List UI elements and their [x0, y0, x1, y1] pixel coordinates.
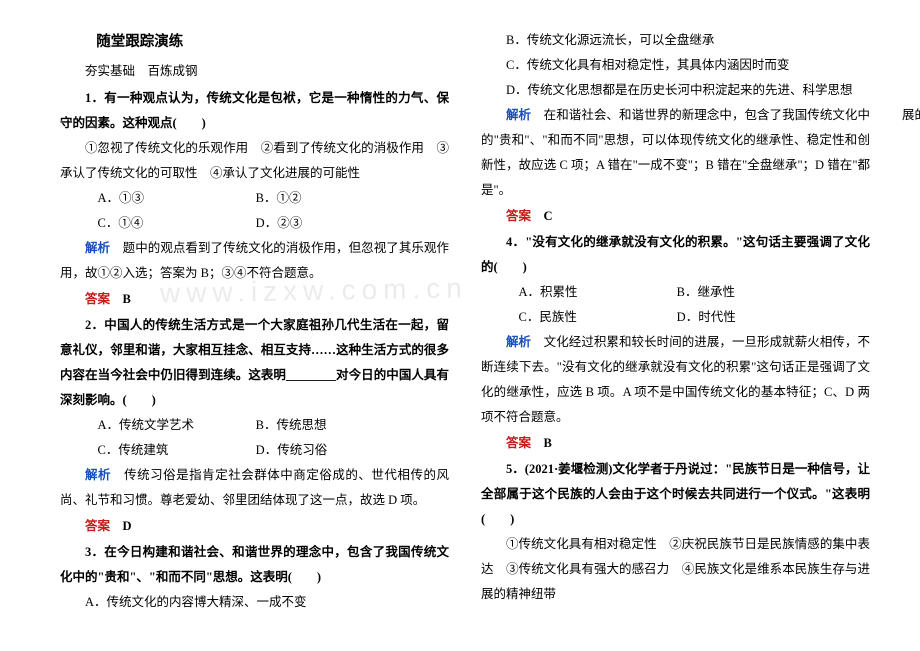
- q2-options-row1: A．传统文学艺术 B．传统思想: [60, 413, 449, 438]
- q2-opt-d: D．传统习俗: [256, 438, 449, 463]
- q5-stem: 5．(2021·姜堰检测)文化学者于丹说过："民族节日是一种信号，让全部属于这个…: [481, 457, 870, 532]
- q3-analysis: 解析 在和谐社会、和谐世界的新理念中，包含了我国传统文化中的"贵和"、"和而不同…: [481, 103, 870, 203]
- q3-opt-c: C．传统文化具有相对稳定性，其具体内涵因时而变: [481, 53, 870, 78]
- q5-analysis: 解析 ③错误，传统文化具有鲜亮的民族性，是维系民族生存和进展的精神纽带，具有猛烈…: [902, 78, 920, 128]
- q4-options-row1: A．积累性 B．继承性: [481, 280, 870, 305]
- document-body: 随堂跟踪演练 夯实基础 百炼成钢 1．有一种观点认为，传统文化是包袱，它是一种惰…: [0, 0, 920, 651]
- q1-opt-a: A．①③: [98, 186, 256, 211]
- q4-options-row2: C．民族性 D．时代性: [481, 305, 870, 330]
- q2-analysis: 解析 传统习俗是指肯定社会群体中商定俗成的、世代相传的风尚、礼节和习惯。尊老爱幼…: [60, 463, 449, 513]
- answer-label: 答案: [506, 209, 531, 223]
- q4-opt-d: D．时代性: [677, 305, 870, 330]
- analysis-label: 解析: [506, 108, 531, 122]
- q1-opt-c: C．①④: [98, 211, 256, 236]
- q4-analysis-text: 文化经过积累和较长时间的进展，一旦形成就薪火相传，不断连续下去。"没有文化的继承…: [481, 335, 870, 424]
- q2-analysis-text: 传统习俗是指肯定社会群体中商定俗成的、世代相传的风尚、礼节和习惯。尊老爱幼、邻里…: [60, 468, 449, 507]
- q2-opt-a: A．传统文学艺术: [98, 413, 256, 438]
- answer-label: 答案: [506, 436, 531, 450]
- q3-stem: 3．在今日构建和谐社会、和谐世界的理念中，包含了我国传统文化中的"贵和"、"和而…: [60, 540, 449, 590]
- q4-opt-b: B．继承性: [677, 280, 870, 305]
- q1-opt-b: B．①②: [256, 186, 449, 211]
- analysis-label: 解析: [506, 335, 531, 349]
- q4-answer-text: B: [544, 436, 552, 450]
- q3-opt-b: B．传统文化源远流长，可以全盘继承: [481, 28, 870, 53]
- q4-opt-a: A．积累性: [519, 280, 677, 305]
- q2-opt-c: C．传统建筑: [98, 438, 256, 463]
- page-title: 随堂跟踪演练: [60, 28, 449, 57]
- q3-analysis-text: 在和谐社会、和谐世界的新理念中，包含了我国传统文化中的"贵和"、"和而不同"思想…: [481, 108, 870, 197]
- q5-choices: ①传统文化具有相对稳定性 ②庆祝民族节日是民族情感的集中表达 ③传统文化具有强大…: [481, 532, 870, 607]
- q3-answer: 答案 C: [481, 204, 870, 229]
- q1-answer: 答案 B: [60, 287, 449, 312]
- q1-opt-d: D．②③: [256, 211, 449, 236]
- q4-opt-c: C．民族性: [519, 305, 677, 330]
- q5-options-row2: C．①③④ D．②③④: [902, 53, 920, 78]
- q1-answer-text: B: [123, 292, 131, 306]
- q1-options-row1: A．①③ B．①②: [60, 186, 449, 211]
- q5-answer: 答案 B: [902, 129, 920, 154]
- q4-analysis: 解析 文化经过积累和较长时间的进展，一旦形成就薪火相传，不断连续下去。"没有文化…: [481, 330, 870, 430]
- analysis-label: 解析: [85, 468, 111, 482]
- q2-stem: 2．中国人的传统生活方式是一个大家庭祖孙几代生活在一起，留意礼仪，邻里和谐，大家…: [60, 313, 449, 413]
- q1-analysis-text: 题中的观点看到了传统文化的消极作用，但忽视了其乐观作用，故①②入选；答案为 B；…: [60, 241, 449, 280]
- q3-answer-text: C: [544, 209, 553, 223]
- q5-options-row1: A．①②③ B．①②④: [902, 28, 920, 53]
- q4-stem: 4．"没有文化的继承就没有文化的积累。"这句话主要强调了文化的( ): [481, 230, 870, 280]
- q3-opt-a: A．传统文化的内容博大精深、一成不变: [60, 590, 449, 615]
- q1-stem-a: 1．有一种观点认为，传统文化是包袱，它是一种惰性的力气、保守的因素。这种观点( …: [60, 86, 449, 136]
- analysis-label: 解析: [85, 241, 110, 255]
- q2-opt-b: B．传统思想: [256, 413, 449, 438]
- q3-opt-d: D．传统文化思想都是在历史长河中积淀起来的先进、科学思想: [481, 78, 870, 103]
- q2-answer-text: D: [123, 519, 132, 533]
- q4-answer: 答案 B: [481, 431, 870, 456]
- q1-options-row2: C．①④ D．②③: [60, 211, 449, 236]
- q1-stem-b: ①忽视了传统文化的乐观作用 ②看到了传统文化的消极作用 ③承认了传统文化的可取性…: [60, 136, 449, 186]
- sub-heading: 夯实基础 百炼成钢: [60, 59, 449, 84]
- answer-label: 答案: [85, 292, 110, 306]
- q2-answer: 答案 D: [60, 514, 449, 539]
- answer-label: 答案: [85, 519, 110, 533]
- q1-analysis: 解析 题中的观点看到了传统文化的消极作用，但忽视了其乐观作用，故①②入选；答案为…: [60, 236, 449, 286]
- q2-options-row2: C．传统建筑 D．传统习俗: [60, 438, 449, 463]
- q5-analysis-text: ③错误，传统文化具有鲜亮的民族性，是维系民族生存和进展的精神纽带，具有猛烈的认同…: [902, 83, 920, 122]
